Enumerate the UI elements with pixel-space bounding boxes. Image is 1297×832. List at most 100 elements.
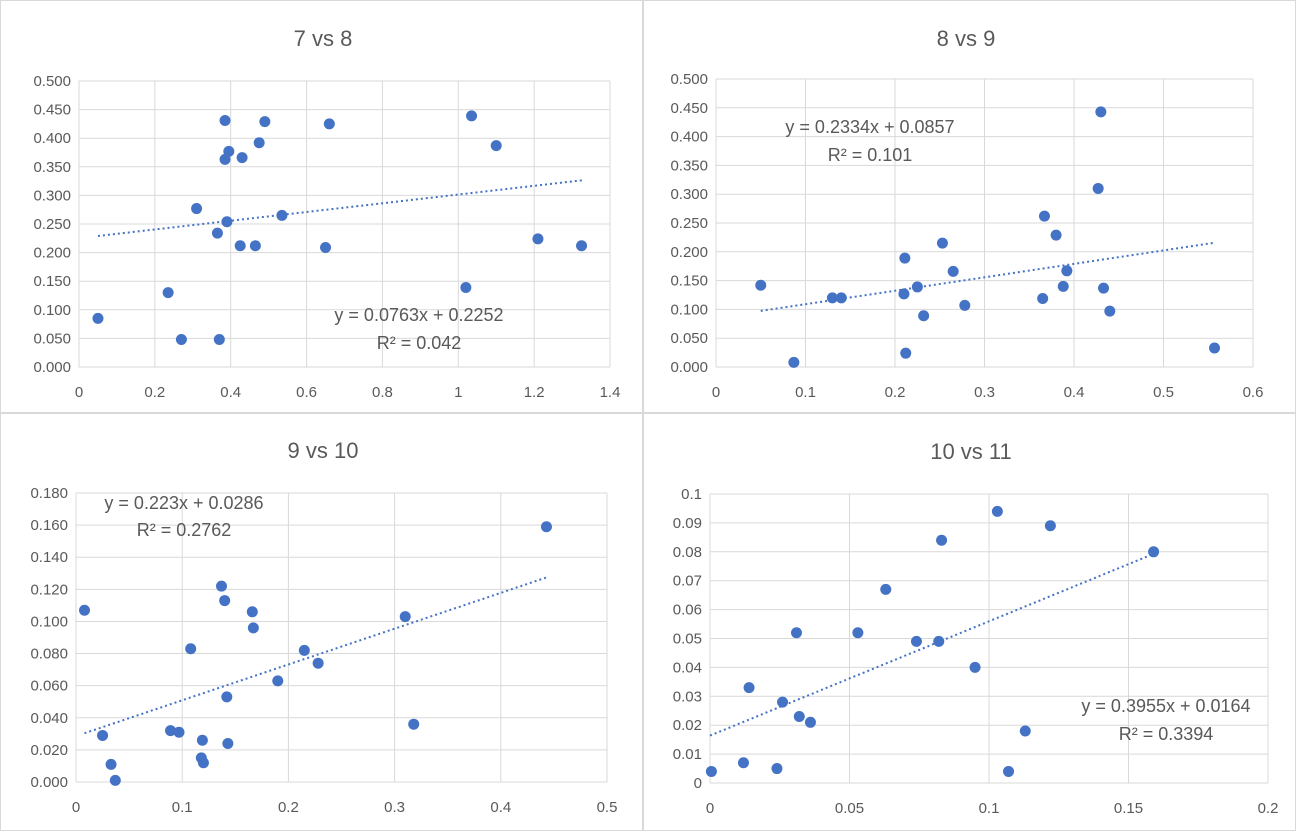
data-point xyxy=(219,595,231,607)
x-tick-label: 0.3 xyxy=(384,799,405,816)
data-point xyxy=(910,635,922,647)
data-point xyxy=(793,711,805,723)
y-tick-label: 0.300 xyxy=(670,186,708,203)
data-point xyxy=(969,661,981,673)
data-point xyxy=(211,227,223,239)
r-squared-label: R² = 0.101 xyxy=(828,145,913,165)
y-tick-label: 0.100 xyxy=(30,613,68,630)
y-tick-label: 0.05 xyxy=(673,631,702,648)
data-point xyxy=(705,765,717,777)
data-point xyxy=(1003,765,1015,777)
data-point xyxy=(788,356,800,368)
y-tick-label: 0.020 xyxy=(30,742,68,759)
data-point xyxy=(298,644,310,656)
x-tick-label: 0.2 xyxy=(885,384,906,401)
chart-title: 9 vs 10 xyxy=(288,438,359,463)
y-tick-label: 0.160 xyxy=(30,517,68,534)
r-squared-label: R² = 0.042 xyxy=(377,333,462,353)
data-point xyxy=(1061,265,1073,277)
y-tick-label: 0 xyxy=(694,775,702,792)
y-tick-label: 0.09 xyxy=(673,515,702,532)
y-tick-label: 0.350 xyxy=(670,157,708,174)
data-point xyxy=(1104,305,1116,317)
data-point xyxy=(1019,725,1031,737)
y-tick-label: 0.000 xyxy=(33,359,71,376)
data-point xyxy=(259,116,271,128)
data-point xyxy=(173,726,185,738)
y-tick-label: 0.100 xyxy=(33,302,71,319)
y-tick-label: 0.180 xyxy=(30,485,68,502)
data-point xyxy=(1057,280,1069,292)
x-tick-label: 0.6 xyxy=(296,384,317,401)
y-tick-label: 0.050 xyxy=(670,330,708,347)
data-point xyxy=(1037,292,1049,304)
trendline-equation: y = 0.0763x + 0.2252 xyxy=(334,305,503,325)
data-point xyxy=(165,725,177,737)
trendline xyxy=(84,576,547,735)
data-point xyxy=(97,729,109,741)
data-point xyxy=(790,627,802,639)
y-tick-label: 0.350 xyxy=(33,159,71,176)
y-tick-label: 0.04 xyxy=(673,659,702,676)
trendline-equation: y = 0.3955x + 0.0164 xyxy=(1081,696,1250,716)
data-point xyxy=(804,716,816,728)
x-tick-label: 0 xyxy=(712,384,720,401)
data-point xyxy=(185,643,197,655)
x-tick-label: 0 xyxy=(75,384,83,401)
data-point xyxy=(898,288,910,300)
x-tick-label: 0.3 xyxy=(974,384,995,401)
data-point xyxy=(755,279,767,291)
y-tick-label: 0.040 xyxy=(30,710,68,727)
x-tick-label: 0 xyxy=(72,799,80,816)
data-point xyxy=(947,265,959,277)
y-tick-label: 0.050 xyxy=(33,330,71,347)
chart-panel-10-vs-11: 10 vs 11 0 0.01 0.02 0.03 0.04 0.05 0.06 0.07 0.0… xyxy=(643,413,1296,831)
r-squared-label: R² = 0.2762 xyxy=(137,520,232,540)
y-tick-label: 0.06 xyxy=(673,602,702,619)
chart-9-vs-10: 9 vs 10 0.000 0.020 0.040 0.060 0.080 0.100 0.1… xyxy=(30,438,618,816)
data-point xyxy=(911,281,923,293)
data-point xyxy=(105,758,117,770)
data-point xyxy=(312,657,324,669)
x-tick-label: 0.05 xyxy=(835,800,864,817)
y-tick-label: 0.200 xyxy=(670,244,708,261)
chart-8-vs-9: 8 vs 90.0000.0500.1000.1500.2000.2500.30… xyxy=(670,26,1263,401)
data-point xyxy=(221,691,233,703)
data-point xyxy=(880,583,892,595)
y-tick-label: 0.140 xyxy=(30,549,68,566)
chart-10-vs-11: 10 vs 11 0 0.01 0.02 0.03 0.04 0.05 0.06 0.07 0.0… xyxy=(673,439,1279,817)
data-point xyxy=(900,347,912,359)
data-point xyxy=(1050,229,1062,241)
data-point xyxy=(222,737,234,749)
data-point xyxy=(1098,282,1110,294)
data-point xyxy=(221,216,233,228)
data-point xyxy=(399,611,411,623)
data-point xyxy=(737,757,749,769)
chart-title: 8 vs 9 xyxy=(937,26,996,51)
data-point xyxy=(466,110,478,122)
data-point xyxy=(490,140,502,152)
y-tick-label: 0.200 xyxy=(33,245,71,262)
data-point xyxy=(223,145,235,157)
data-point xyxy=(323,118,335,130)
y-tick-label: 0.08 xyxy=(673,544,702,561)
x-tick-label: 0.5 xyxy=(597,799,618,816)
data-point xyxy=(1095,106,1107,118)
data-point xyxy=(1148,546,1160,558)
y-tick-label: 0.060 xyxy=(30,678,68,695)
x-tick-label: 0.1 xyxy=(795,384,816,401)
x-tick-label: 0.4 xyxy=(1064,384,1085,401)
data-point xyxy=(835,292,847,304)
chart-panel-9-vs-10: 9 vs 10 0.000 0.020 0.040 0.060 0.080 0.100 0.1… xyxy=(0,413,643,831)
y-tick-label: 0.1 xyxy=(681,486,702,503)
x-tick-label: 0.5 xyxy=(1153,384,1174,401)
x-tick-label: 0.4 xyxy=(220,384,241,401)
data-point xyxy=(460,281,472,293)
x-tick-label: 0.8 xyxy=(372,384,393,401)
data-point xyxy=(276,209,288,221)
data-point xyxy=(933,635,945,647)
data-point xyxy=(991,505,1003,517)
data-point xyxy=(771,763,783,775)
y-tick-label: 0.120 xyxy=(30,581,68,598)
data-point xyxy=(899,252,911,264)
